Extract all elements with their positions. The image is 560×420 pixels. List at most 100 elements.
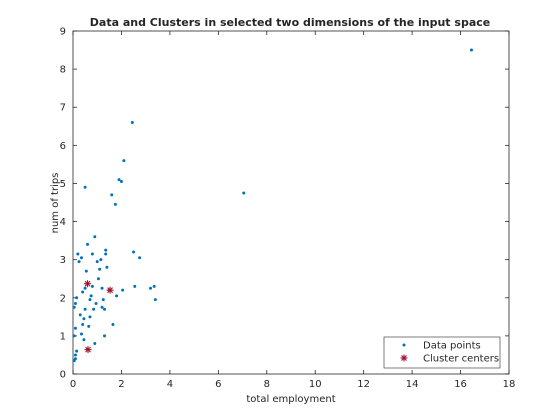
x-axis-label: total employment [246,394,335,405]
data-point [132,250,136,254]
y-axis: 0 1 2 3 4 5 6 7 8 9 [60,27,509,381]
data-point [81,290,85,294]
data-point [153,298,157,302]
data-point [102,307,106,311]
data-point [113,202,117,206]
data-point [79,332,83,336]
data-point [79,256,83,260]
data-point [86,242,90,246]
cluster-center [106,286,114,294]
x-tick-label: 0 [70,379,76,390]
data-point [73,357,77,361]
data-point [78,313,82,317]
chart-title: Data and Clusters in selected two dimens… [90,16,490,29]
y-tick-label: 0 [60,370,66,381]
data-point [77,260,81,264]
data-point [101,298,105,302]
data-point [122,159,126,163]
data-point [110,193,114,197]
x-tick-label: 16 [454,379,467,390]
x-tick-label: 6 [215,379,221,390]
data-point [83,185,87,189]
x-tick-label: 2 [118,379,124,390]
data-point [105,265,109,269]
plot-area [72,30,510,375]
data-points [72,48,473,363]
data-point [121,288,125,292]
data-point [88,315,92,319]
data-point [92,307,96,311]
data-point [133,284,137,288]
data-point [99,258,103,262]
data-point [104,248,108,252]
data-point [87,324,91,328]
y-tick-label: 6 [60,141,66,152]
data-point [242,191,246,195]
x-tick-label: 14 [406,379,419,390]
data-point [73,353,77,357]
legend-asterisk [400,354,408,362]
data-point [75,349,79,353]
x-axis: 0 2 4 6 8 10 12 14 16 18 [70,31,516,390]
legend-label-data-points: Data points [423,341,481,352]
y-tick-label: 5 [60,179,66,190]
data-point [111,322,115,326]
data-point [83,286,87,290]
data-point [152,284,156,288]
y-tick-label: 3 [60,255,66,266]
data-point [72,305,76,309]
x-tick-label: 8 [264,379,270,390]
data-point [93,235,97,239]
x-tick-label: 18 [503,379,516,390]
legend-marker-cluster-centers [400,354,408,362]
data-point [88,298,92,302]
data-point [100,286,104,290]
data-point [90,284,94,288]
data-point [82,317,86,321]
data-point [81,322,85,326]
legend: Data points Cluster centers [383,336,501,369]
data-point [90,252,94,256]
data-point [89,294,93,298]
data-point [75,296,79,300]
cluster-center [84,280,92,288]
legend-box [383,336,501,369]
cluster-center [84,346,92,354]
y-tick-label: 2 [60,293,66,304]
y-tick-label: 8 [60,65,66,76]
y-tick-label: 9 [60,27,66,38]
data-point [84,269,88,273]
data-point [469,48,473,52]
data-point [73,301,77,305]
data-point [83,307,87,311]
y-tick-label: 7 [60,103,66,114]
data-point [98,267,102,271]
x-tick-label: 12 [357,379,370,390]
data-point [76,252,80,256]
x-tick-label: 4 [167,379,173,390]
data-point [72,334,76,338]
data-point [73,326,77,330]
data-point [93,342,97,346]
data-point [95,260,99,264]
x-tick-label: 10 [309,379,322,390]
data-point [104,252,108,256]
data-point [119,180,123,184]
legend-marker-data-points [402,343,406,347]
cluster-centers [84,280,114,354]
y-tick-label: 1 [60,331,66,342]
data-point [130,120,134,124]
data-point [94,301,98,305]
legend-label-cluster-centers: Cluster centers [423,354,499,365]
data-point [102,334,106,338]
data-point [96,277,100,281]
data-point [138,256,142,260]
data-point [149,286,153,290]
data-point [117,178,121,182]
data-point [82,338,86,342]
y-tick-label: 4 [60,217,66,228]
data-point [100,305,104,309]
y-axis-label: num of trips [50,173,61,234]
data-point [115,294,119,298]
